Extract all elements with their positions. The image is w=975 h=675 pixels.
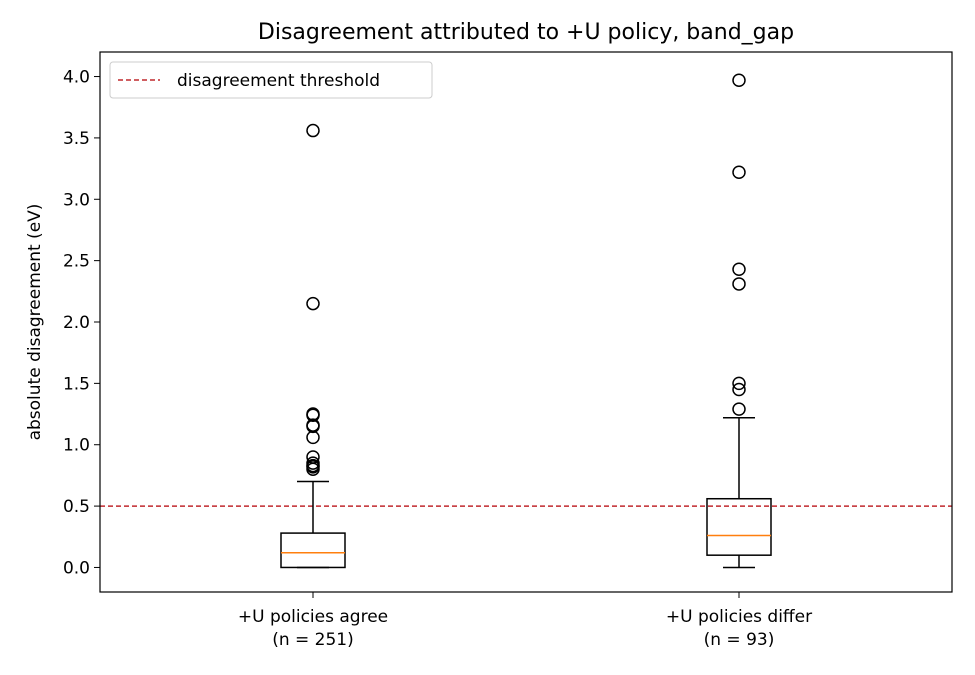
y-tick-label: 0.5 — [63, 497, 90, 517]
y-tick-label: 1.5 — [63, 374, 90, 394]
outlier-point — [306, 462, 320, 477]
outlier-point — [306, 296, 320, 311]
y-tick-label: 0.0 — [63, 558, 90, 578]
outlier-point — [732, 376, 746, 391]
x-tick-count-label: (n = 251) — [272, 630, 354, 650]
y-tick-label: 1.0 — [63, 436, 90, 456]
x-tick-count-label: (n = 93) — [704, 630, 775, 650]
legend-threshold-label: disagreement threshold — [177, 71, 380, 91]
outlier-point — [732, 73, 746, 87]
y-axis-label: absolute disagreement (eV) — [25, 204, 45, 441]
chart-title: Disagreement attributed to +U policy, ba… — [258, 20, 794, 45]
outlier-point — [732, 262, 746, 276]
plot-frame — [99, 51, 953, 593]
outlier-point — [306, 123, 320, 138]
outlier-point — [732, 402, 746, 416]
outlier-point — [306, 408, 320, 423]
y-tick-label: 4.0 — [63, 68, 90, 88]
iqr-box — [706, 497, 772, 556]
outlier-point — [306, 430, 320, 445]
iqr-box — [280, 532, 346, 569]
x-tick-label: +U policies agree — [238, 607, 388, 627]
y-tick-label: 2.5 — [63, 252, 90, 272]
legend-box — [109, 61, 433, 99]
y-tick-label: 3.5 — [63, 129, 90, 149]
legend: disagreement threshold — [109, 61, 433, 99]
plot-area — [100, 73, 952, 569]
box-group-2 — [706, 73, 772, 569]
x-tick-label: +U policies differ — [666, 607, 812, 627]
outlier-point — [306, 419, 320, 434]
box-group-1 — [280, 123, 346, 569]
y-tick-label: 3.0 — [63, 190, 90, 210]
outlier-point — [732, 277, 746, 291]
y-tick-label: 2.0 — [63, 313, 90, 333]
outlier-point — [732, 382, 746, 397]
outlier-point — [732, 165, 746, 180]
